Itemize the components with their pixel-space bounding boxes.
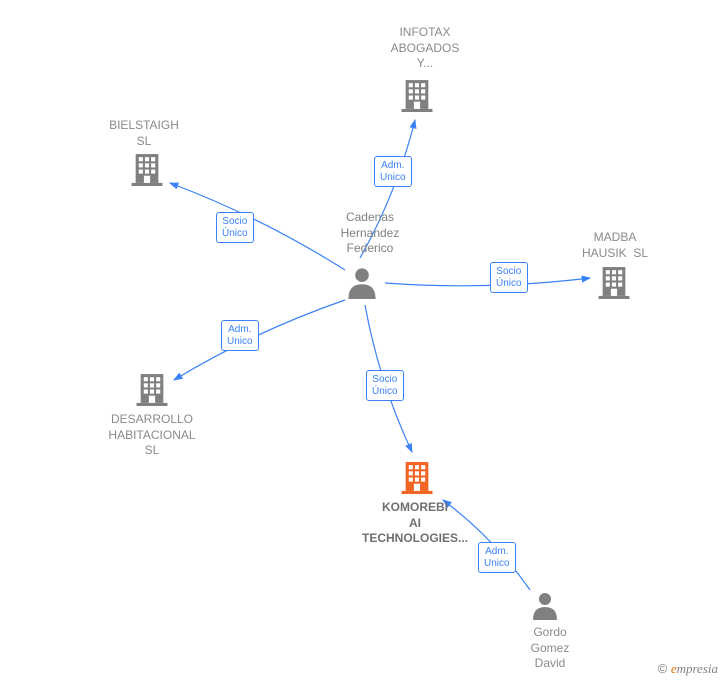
person-icon	[530, 590, 560, 620]
edge-label: Adm. Unico	[374, 156, 412, 187]
edge-label: Socio Único	[490, 262, 528, 293]
edge-label: Socio Único	[366, 370, 404, 401]
building-icon	[400, 78, 434, 112]
edge-label: Adm. Unico	[221, 320, 259, 351]
person-icon	[345, 265, 379, 299]
node-madba-label: MADBA HAUSIK SL	[560, 230, 670, 261]
node-infotax-label: INFOTAX ABOGADOS Y...	[375, 25, 475, 72]
footer-credit: © empresia	[658, 661, 718, 677]
node-desarrollo-label: DESARROLLO HABITACIONAL SL	[92, 412, 212, 459]
building-icon	[400, 460, 434, 494]
node-bielstaigh-label: BIELSTAIGH SL	[94, 118, 194, 149]
brand-rest: mpresia	[677, 661, 718, 676]
edges-layer	[0, 0, 728, 685]
edge-arrow	[174, 300, 345, 380]
edge-label: Adm. Unico	[478, 542, 516, 573]
center-person-label: Cadenas Hernandez Federico	[325, 210, 415, 257]
copyright-symbol: ©	[658, 661, 668, 676]
edge-label: Socio Único	[216, 212, 254, 243]
edge-arrow	[170, 183, 345, 270]
building-icon	[597, 265, 631, 299]
node-komorebi-label: KOMOREBI AI TECHNOLOGIES...	[340, 500, 490, 547]
building-icon	[130, 152, 164, 186]
building-icon	[135, 372, 169, 406]
second-person-label: Gordo Gomez David	[510, 625, 590, 672]
edge-arrow	[385, 278, 590, 286]
